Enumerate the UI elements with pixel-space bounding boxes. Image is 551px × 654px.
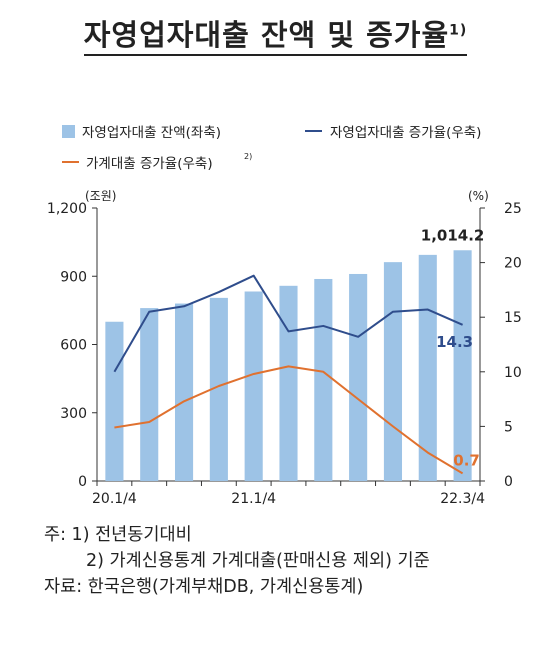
x-tick-label: 22.3/4: [440, 491, 485, 507]
bar: [453, 250, 472, 481]
bar: [314, 278, 333, 481]
right-tick-label: 25: [504, 201, 522, 217]
left-tick-label: 900: [60, 269, 87, 285]
left-tick-label: 0: [78, 474, 87, 490]
left-tick-label: 300: [60, 406, 87, 422]
right-tick-label: 10: [504, 365, 522, 381]
left-tick-label: 1,200: [47, 201, 87, 217]
left-axis-unit: (조원): [85, 189, 116, 203]
legend-label-bar: 자영업자대출 잔액(좌축): [82, 125, 221, 141]
right-tick-label: 0: [504, 474, 513, 490]
chart-title-text: 자영업자대출 잔액 및 증가율: [83, 18, 450, 56]
line1-last-label: 14.3: [436, 333, 473, 351]
right-tick-label: 15: [504, 310, 522, 326]
right-axis-unit: (%): [468, 189, 489, 203]
left-tick-label: 600: [60, 338, 87, 354]
bar: [349, 273, 368, 481]
right-tick-label: 20: [504, 256, 522, 272]
chart-svg: 0 300 600 900 1,200 0 5 10 15 20 25 (조원) (%) 20.1/4 21…: [47, 125, 522, 507]
footnote-2: 2) 가계신용통계 가계대출(판매신용 제외) 기준: [86, 551, 430, 571]
footnote-1: 주: 1) 전년동기대비: [44, 525, 192, 545]
bar: [244, 291, 263, 481]
footnotes: 주: 1) 전년동기대비 2) 가계신용통계 가계대출(판매신용 제외) 기준 …: [44, 522, 430, 600]
x-tick-label: 20.1/4: [92, 491, 137, 507]
legend-label-line2: 가계대출 증가율(우축): [86, 156, 213, 172]
x-tick-label: 21.1/4: [231, 491, 276, 507]
legend-footnote-mark: 2): [244, 152, 252, 161]
bar: [174, 303, 194, 481]
chart-title: 자영업자대출 잔액 및 증가율1): [0, 12, 551, 56]
bar: [209, 297, 228, 481]
source-note: 자료: 한국은행(가계부채DB, 가계신용통계): [44, 577, 364, 597]
household-growth-line: [114, 365, 464, 475]
self-employed-growth-line: [113, 274, 463, 373]
bar: [383, 262, 403, 481]
bar: [105, 321, 124, 481]
title-footnote-mark: 1): [449, 22, 468, 39]
right-tick-label: 5: [504, 419, 513, 435]
line2-last-label: 0.7: [453, 451, 480, 469]
bar: [279, 285, 298, 481]
bar: [140, 308, 159, 481]
bar-last-label: 1,014.2: [421, 226, 485, 244]
legend-label-line1: 자영업자대출 증가율(우축): [330, 125, 481, 141]
legend-swatch-bar: [62, 125, 75, 138]
